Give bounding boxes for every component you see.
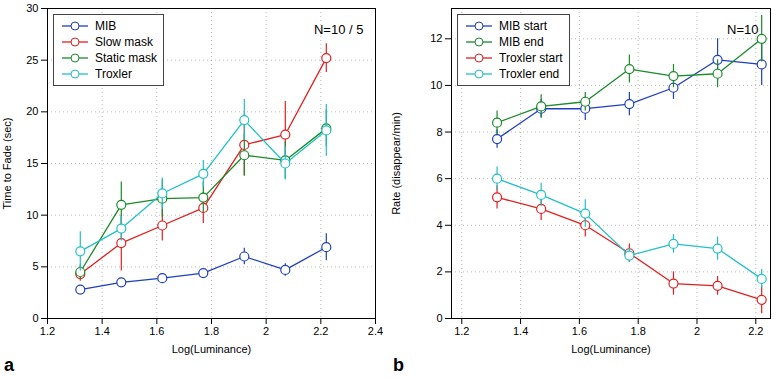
- svg-text:1.4: 1.4: [95, 325, 110, 337]
- svg-text:30: 30: [26, 2, 38, 14]
- svg-text:6: 6: [436, 172, 442, 184]
- svg-text:25: 25: [26, 54, 38, 66]
- svg-text:1.4: 1.4: [513, 325, 528, 337]
- html-text:Troxler start: Troxler start: [499, 51, 563, 65]
- html-text:Troxler end: Troxler end: [499, 67, 560, 81]
- svg-text:1.2: 1.2: [40, 325, 55, 337]
- html-text:b: b: [393, 355, 404, 375]
- svg-text:8: 8: [436, 126, 442, 138]
- svg-text:N=10 / 5: N=10 / 5: [314, 22, 364, 37]
- svg-text:Log(Luminance): Log(Luminance): [571, 343, 651, 355]
- html-text:Static mask: Static mask: [95, 51, 157, 65]
- svg-text:0: 0: [436, 312, 442, 324]
- svg-text:1.2: 1.2: [454, 325, 469, 337]
- html-text:MIB start: MIB start: [499, 19, 547, 33]
- svg-text:5: 5: [32, 260, 38, 272]
- html-text:Troxler: Troxler: [95, 67, 132, 81]
- svg-text:1.8: 1.8: [204, 325, 219, 337]
- svg-text:Rate (disappear/min): Rate (disappear/min): [390, 112, 402, 215]
- html-text:MIB: MIB: [95, 19, 117, 33]
- svg-text:1.8: 1.8: [631, 325, 646, 337]
- html-text:MIB end: MIB end: [499, 35, 544, 49]
- svg-text:4: 4: [436, 219, 442, 231]
- svg-text:2: 2: [436, 265, 442, 277]
- svg-text:Time to Fade (sec): Time to Fade (sec): [1, 118, 13, 210]
- svg-text:10: 10: [430, 79, 442, 91]
- svg-text:2: 2: [263, 325, 269, 337]
- svg-text:20: 20: [26, 105, 38, 117]
- html-text:a: a: [4, 355, 14, 375]
- svg-text:2.2: 2.2: [748, 325, 763, 337]
- svg-text:0: 0: [32, 312, 38, 324]
- svg-text:2.2: 2.2: [313, 325, 328, 337]
- svg-text:15: 15: [26, 157, 38, 169]
- svg-text:2: 2: [694, 325, 700, 337]
- svg-text:1.6: 1.6: [149, 325, 164, 337]
- svg-text:12: 12: [430, 32, 442, 44]
- html-text:Slow mask: Slow mask: [95, 35, 153, 49]
- svg-text:Log(Luminance): Log(Luminance): [172, 343, 252, 355]
- svg-text:1.6: 1.6: [572, 325, 587, 337]
- svg-text:10: 10: [26, 209, 38, 221]
- svg-text:N=10: N=10: [727, 22, 758, 37]
- svg-text:2.4: 2.4: [368, 325, 383, 337]
